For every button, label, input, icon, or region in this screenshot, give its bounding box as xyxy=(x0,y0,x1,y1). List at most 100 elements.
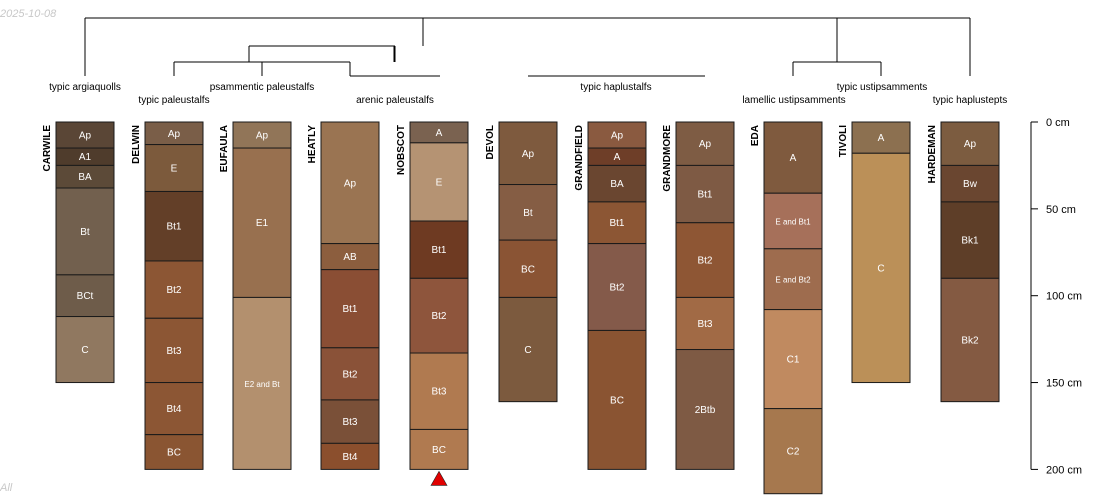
horizon-label: Bw xyxy=(963,179,978,190)
horizon-label: 2Btb xyxy=(695,405,716,416)
horizon-label: E2 and Bt xyxy=(244,380,280,389)
profiles: Ap A1 BA Bt BCt C CARWILE Ap E Bt1 Bt2 Bt3 Bt4 BC DELW… xyxy=(42,121,1000,495)
horizon-label: BC xyxy=(167,448,181,459)
horizon-label: BC xyxy=(432,445,446,456)
profile-hardeman: Ap Bw Bk1 Bk2 HARDEMAN xyxy=(927,121,1000,403)
horizon-label: Bt1 xyxy=(697,190,712,201)
horizon-label: Bk1 xyxy=(961,236,979,247)
horizon-carwile-bct xyxy=(55,274,115,318)
horizon-label: BC xyxy=(521,264,535,275)
horizon-delwin-bt2 xyxy=(144,260,204,319)
profile-heatly: Ap AB Bt1 Bt2 Bt3 Bt4 HEATLY xyxy=(307,121,380,470)
horizon-label: Bt4 xyxy=(342,452,357,463)
horizon-label: Ap xyxy=(79,131,92,142)
horizon-tivoli-c xyxy=(851,152,911,384)
profile-name: GRANDMORE xyxy=(662,125,673,192)
horizon-label: E xyxy=(436,177,443,188)
horizon-heatly-bt2 xyxy=(320,347,380,401)
horizon-delwin-bc xyxy=(144,434,204,470)
profile-name: NOBSCOT xyxy=(396,125,407,175)
horizon-label: Ap xyxy=(344,178,357,189)
horizon-carwile-ap xyxy=(55,121,115,149)
horizon-label: C xyxy=(524,345,531,356)
horizon-devol-bc xyxy=(498,239,558,298)
horizon-delwin-bt3 xyxy=(144,317,204,384)
horizon-eufaula-ap xyxy=(232,121,292,149)
dendrogram xyxy=(84,17,971,77)
horizon-nobscot-e xyxy=(409,142,469,222)
horizon-hardeman-bk1 xyxy=(940,201,1000,279)
horizon-heatly-bt3 xyxy=(320,399,380,444)
depth-tick-label: 200 cm xyxy=(1046,464,1082,476)
horizon-grandmore-ap xyxy=(675,121,735,166)
horizon-label: A xyxy=(436,128,443,139)
horizon-label: Bt2 xyxy=(697,256,712,267)
horizon-eufaula-e2-and-bt xyxy=(232,296,292,470)
group-label-typic-haplustepts: typic haplustepts xyxy=(933,95,1008,106)
horizon-label: E1 xyxy=(256,218,269,229)
profile-name: HARDEMAN xyxy=(927,125,938,183)
horizon-label: A1 xyxy=(79,152,92,163)
horizon-grandmore-bt2 xyxy=(675,222,735,298)
horizon-carwile-c xyxy=(55,316,115,384)
group-label-psammentic-paleustalfs: psammentic paleustalfs xyxy=(210,82,315,93)
group-label-lamellic-ustipsamments: lamellic ustipsamments xyxy=(742,95,845,106)
horizon-label: Bt3 xyxy=(166,346,181,357)
horizon-label: Bt1 xyxy=(431,245,446,256)
horizon-label: C1 xyxy=(787,355,800,366)
horizon-devol-c xyxy=(498,296,558,403)
horizon-label: Ap xyxy=(256,131,269,142)
horizon-label: A xyxy=(614,152,621,163)
horizon-grandfield-bc xyxy=(587,329,647,470)
horizon-label: Bt2 xyxy=(431,311,446,322)
horizon-label: Bk2 xyxy=(961,335,979,346)
horizon-hardeman-bk2 xyxy=(940,277,1000,403)
horizon-label: Ap xyxy=(964,139,977,150)
profile-devol: Ap Bt BC C DEVOL xyxy=(485,121,558,403)
horizon-heatly-bt1 xyxy=(320,269,380,349)
profile-grandfield: Ap A BA Bt1 Bt2 BC GRANDFIELD xyxy=(574,121,647,470)
horizon-label: Ap xyxy=(699,139,712,150)
horizon-grandmore-2btb xyxy=(675,349,735,470)
group-label-typic-paleustalfs: typic paleustalfs xyxy=(138,95,209,106)
horizon-nobscot-bt2 xyxy=(409,277,469,354)
horizon-label: E and Bt2 xyxy=(775,276,811,285)
horizon-heatly-bt4 xyxy=(320,442,380,470)
horizon-delwin-bt1 xyxy=(144,190,204,262)
depth-tick-label: 0 cm xyxy=(1046,117,1070,129)
horizon-label: Bt3 xyxy=(431,387,446,398)
horizon-label: BA xyxy=(610,179,624,190)
profile-tivoli: A C TIVOLI xyxy=(838,121,911,384)
group-label-typic-argiaquolls: typic argiaquolls xyxy=(49,82,121,93)
truncation-marker xyxy=(430,470,448,486)
profile-nobscot: A E Bt1 Bt2 Bt3 BC NOBSCOT xyxy=(396,121,469,486)
horizon-delwin-e xyxy=(144,144,204,192)
profile-name: TIVOLI xyxy=(838,125,849,157)
profile-eda: A E and Bt1 E and Bt2 C1 C2 EDA xyxy=(750,121,823,495)
horizon-nobscot-bc xyxy=(409,428,469,470)
profile-delwin: Ap E Bt1 Bt2 Bt3 Bt4 BC DELWIN xyxy=(131,121,204,470)
depth-tick-label: 150 cm xyxy=(1046,378,1082,390)
horizon-eda-a xyxy=(763,121,823,194)
profile-name: DELWIN xyxy=(131,125,142,164)
horizon-label: Bt xyxy=(80,227,90,238)
horizon-label: Bt xyxy=(523,208,533,219)
group-label-arenic-paleustalfs: arenic paleustalfs xyxy=(356,95,434,106)
horizon-grandfield-bt2 xyxy=(587,243,647,331)
horizon-label: BC xyxy=(610,395,624,406)
horizon-label: C xyxy=(81,345,88,356)
horizon-label: Bt2 xyxy=(166,285,181,296)
horizon-eda-e-and-bt1 xyxy=(763,192,823,250)
profile-name: DEVOL xyxy=(485,125,496,159)
horizon-devol-bt xyxy=(498,184,558,241)
horizon-label: Bt3 xyxy=(697,319,712,330)
profile-name: GRANDFIELD xyxy=(574,125,585,191)
depth-tick-label: 100 cm xyxy=(1046,291,1082,303)
horizon-label: A xyxy=(878,133,885,144)
depth-tick-label: 50 cm xyxy=(1046,204,1076,216)
horizon-label: E and Bt1 xyxy=(775,218,811,227)
profile-grandmore: Ap Bt1 Bt2 Bt3 2Btb GRANDMORE xyxy=(662,121,735,470)
profile-carwile: Ap A1 BA Bt BCt C CARWILE xyxy=(42,121,115,384)
horizon-label: AB xyxy=(343,252,357,263)
